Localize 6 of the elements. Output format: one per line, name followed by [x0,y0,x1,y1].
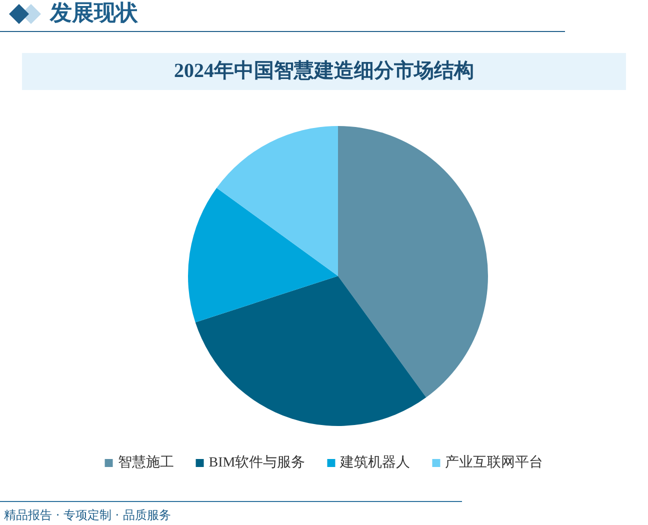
text: 精品报告 · 专项定制 · 品质服务 [4,507,171,523]
legend-label: 智慧施工 [118,454,174,470]
legend-label: BIM软件与服务 [208,454,306,470]
legend-label: 产业互联网平台 [445,454,544,470]
text: 发展现状 [50,0,138,27]
legend-label: 建筑机器人 [339,454,410,470]
